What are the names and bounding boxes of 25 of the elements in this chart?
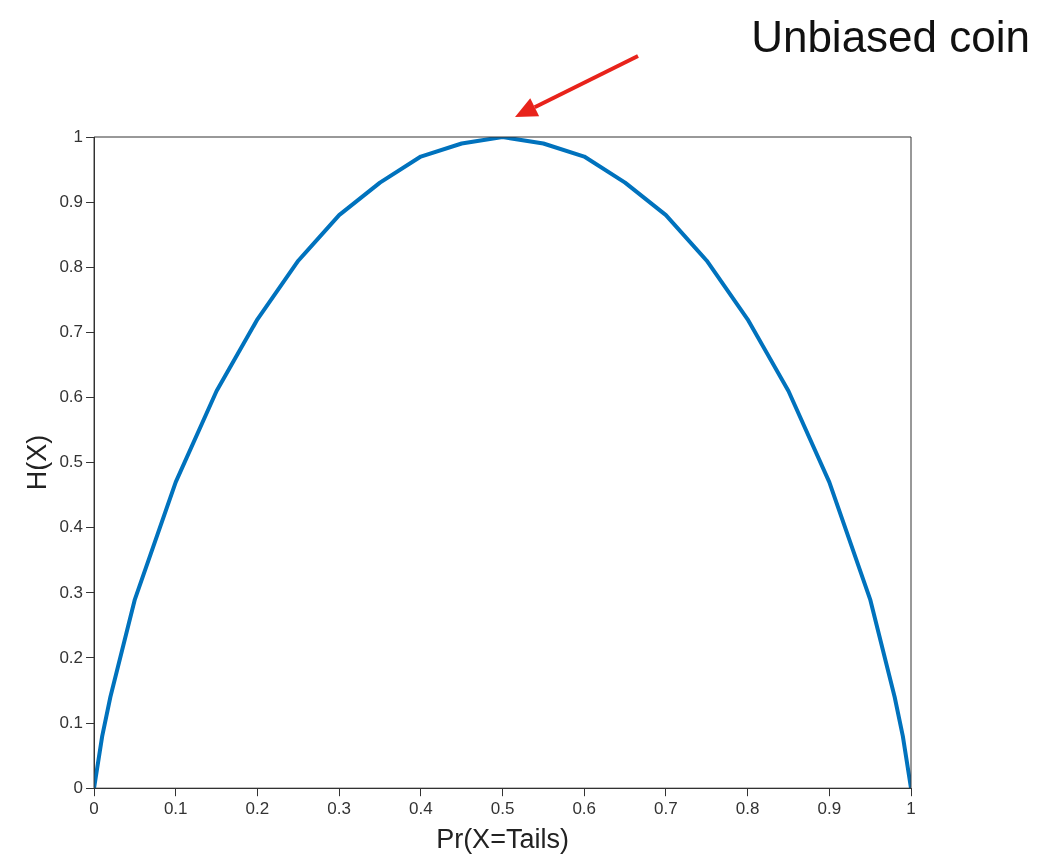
x-tick-label: 0.8 xyxy=(735,799,760,819)
x-tick-label: 0 xyxy=(89,799,99,819)
x-tick-label: 0.3 xyxy=(327,799,351,819)
text: Unbiased coin xyxy=(751,12,1030,61)
y-tick-label: 0.7 xyxy=(59,322,84,342)
y-tick-label: 0.3 xyxy=(59,582,84,602)
y-tick-label: 0.6 xyxy=(59,387,84,407)
x-tick-label: 0.9 xyxy=(817,799,842,819)
y-tick-label: 0.1 xyxy=(59,712,84,732)
x-tick-label: 0.7 xyxy=(654,799,678,819)
y-tick-label: 0.2 xyxy=(59,647,84,667)
x-tick-label: 0.5 xyxy=(490,799,515,819)
x-axis-title: Pr(X=Tails) xyxy=(436,824,569,855)
y-tick-label: 0.9 xyxy=(59,191,84,211)
x-tick-label: 0.2 xyxy=(245,799,270,819)
y-tick-label: 0.4 xyxy=(59,517,84,537)
y-tick-label: 1 xyxy=(73,126,84,146)
x-tick-label: 0.4 xyxy=(409,799,433,819)
y-tick-label: 0.8 xyxy=(59,256,84,276)
y-axis-title: H(X) xyxy=(21,434,52,491)
x-tick-label: 0.6 xyxy=(572,799,597,819)
x-tick-label: 1 xyxy=(906,799,916,819)
y-tick-label: 0.5 xyxy=(59,452,84,472)
y-tick-label: 0 xyxy=(73,777,84,797)
x-tick-label: 0.1 xyxy=(163,799,188,819)
